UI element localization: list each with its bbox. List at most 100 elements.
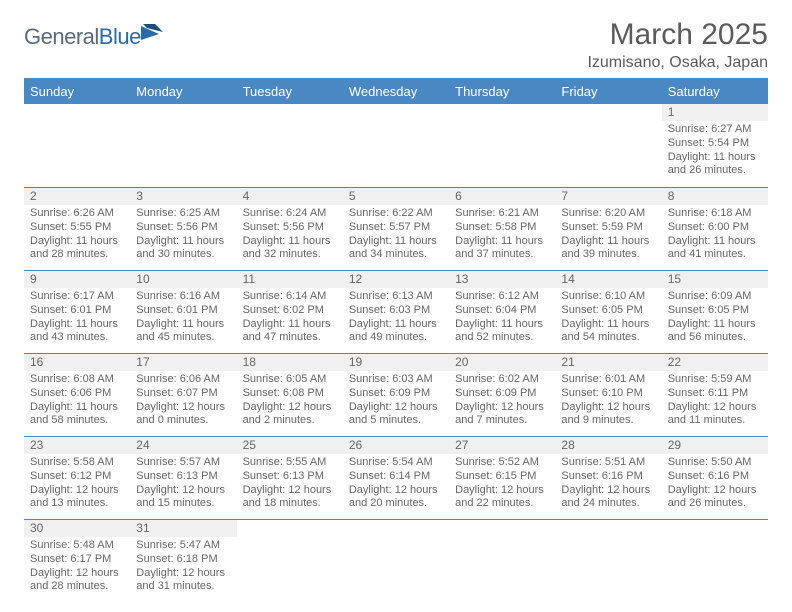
daylight-line: Daylight: 12 hours and 13 minutes. [30, 484, 124, 512]
sunset-line: Sunset: 6:12 PM [30, 470, 124, 484]
day-detail: Sunrise: 5:52 AMSunset: 6:15 PMDaylight:… [449, 454, 555, 511]
day-number: 20 [449, 353, 555, 371]
sunrise-line: Sunrise: 6:10 AM [561, 290, 655, 304]
sunset-line: Sunset: 6:08 PM [243, 387, 337, 401]
day-detail: Sunrise: 5:50 AMSunset: 6:16 PMDaylight:… [662, 454, 768, 511]
weekday-header: Saturday [662, 79, 768, 104]
daylight-line: Daylight: 12 hours and 5 minutes. [349, 401, 443, 429]
page-title: March 2025 [587, 18, 768, 52]
daylight-line: Daylight: 12 hours and 15 minutes. [136, 484, 230, 512]
flag-icon [141, 24, 167, 47]
day-number: 12 [343, 270, 449, 288]
sunset-line: Sunset: 6:03 PM [349, 304, 443, 318]
sunset-line: Sunset: 5:56 PM [243, 221, 337, 235]
day-number: 7 [555, 187, 661, 205]
day-number: 22 [662, 353, 768, 371]
sunset-line: Sunset: 6:02 PM [243, 304, 337, 318]
day-number: 31 [130, 519, 236, 537]
brand-left: General [24, 24, 99, 49]
daylight-line: Daylight: 12 hours and 20 minutes. [349, 484, 443, 512]
day-number: 17 [130, 353, 236, 371]
sunrise-line: Sunrise: 6:24 AM [243, 207, 337, 221]
day-detail: Sunrise: 5:54 AMSunset: 6:14 PMDaylight:… [343, 454, 449, 511]
daylight-line: Daylight: 11 hours and 54 minutes. [561, 318, 655, 346]
calendar-cell [237, 519, 343, 602]
day-detail: Sunrise: 6:17 AMSunset: 6:01 PMDaylight:… [24, 288, 130, 345]
day-number: 23 [24, 436, 130, 454]
calendar-cell: 24Sunrise: 5:57 AMSunset: 6:13 PMDayligh… [130, 436, 236, 519]
daylight-line: Daylight: 12 hours and 2 minutes. [243, 401, 337, 429]
calendar-cell: 10Sunrise: 6:16 AMSunset: 6:01 PMDayligh… [130, 270, 236, 353]
sunrise-line: Sunrise: 6:17 AM [30, 290, 124, 304]
calendar-cell: 29Sunrise: 5:50 AMSunset: 6:16 PMDayligh… [662, 436, 768, 519]
day-number: 28 [555, 436, 661, 454]
sunrise-line: Sunrise: 6:22 AM [349, 207, 443, 221]
day-number: 8 [662, 187, 768, 205]
sunset-line: Sunset: 6:16 PM [668, 470, 762, 484]
calendar-table: Sunday Monday Tuesday Wednesday Thursday… [24, 79, 768, 602]
weekday-header: Monday [130, 79, 236, 104]
daylight-line: Daylight: 11 hours and 26 minutes. [668, 151, 762, 179]
sunset-line: Sunset: 6:00 PM [668, 221, 762, 235]
weekday-header: Friday [555, 79, 661, 104]
day-detail: Sunrise: 6:24 AMSunset: 5:56 PMDaylight:… [237, 205, 343, 262]
calendar-cell: 7Sunrise: 6:20 AMSunset: 5:59 PMDaylight… [555, 187, 661, 270]
sunset-line: Sunset: 6:09 PM [455, 387, 549, 401]
sunrise-line: Sunrise: 6:25 AM [136, 207, 230, 221]
daylight-line: Daylight: 11 hours and 32 minutes. [243, 235, 337, 263]
day-detail: Sunrise: 5:59 AMSunset: 6:11 PMDaylight:… [662, 371, 768, 428]
sunrise-line: Sunrise: 6:12 AM [455, 290, 549, 304]
weekday-header-row: Sunday Monday Tuesday Wednesday Thursday… [24, 79, 768, 104]
sunrise-line: Sunrise: 5:51 AM [561, 456, 655, 470]
day-number: 30 [24, 519, 130, 537]
weekday-header: Thursday [449, 79, 555, 104]
calendar-cell: 26Sunrise: 5:54 AMSunset: 6:14 PMDayligh… [343, 436, 449, 519]
day-detail: Sunrise: 6:20 AMSunset: 5:59 PMDaylight:… [555, 205, 661, 262]
day-detail: Sunrise: 6:25 AMSunset: 5:56 PMDaylight:… [130, 205, 236, 262]
sunset-line: Sunset: 6:10 PM [561, 387, 655, 401]
calendar-cell: 15Sunrise: 6:09 AMSunset: 6:05 PMDayligh… [662, 270, 768, 353]
day-number: 27 [449, 436, 555, 454]
sunrise-line: Sunrise: 6:27 AM [668, 123, 762, 137]
calendar-cell [662, 519, 768, 602]
day-number: 11 [237, 270, 343, 288]
sunset-line: Sunset: 6:11 PM [668, 387, 762, 401]
day-number: 6 [449, 187, 555, 205]
brand-right: Blue [99, 24, 141, 49]
day-number: 3 [130, 187, 236, 205]
calendar-cell [343, 519, 449, 602]
day-detail: Sunrise: 5:48 AMSunset: 6:17 PMDaylight:… [24, 537, 130, 594]
calendar-cell: 18Sunrise: 6:05 AMSunset: 6:08 PMDayligh… [237, 353, 343, 436]
day-detail: Sunrise: 5:51 AMSunset: 6:16 PMDaylight:… [555, 454, 661, 511]
sunrise-line: Sunrise: 6:08 AM [30, 373, 124, 387]
daylight-line: Daylight: 11 hours and 39 minutes. [561, 235, 655, 263]
sunset-line: Sunset: 6:13 PM [243, 470, 337, 484]
day-detail: Sunrise: 6:06 AMSunset: 6:07 PMDaylight:… [130, 371, 236, 428]
calendar-cell [237, 104, 343, 187]
sunset-line: Sunset: 5:59 PM [561, 221, 655, 235]
calendar-cell [130, 104, 236, 187]
daylight-line: Daylight: 12 hours and 31 minutes. [136, 567, 230, 595]
daylight-line: Daylight: 11 hours and 49 minutes. [349, 318, 443, 346]
daylight-line: Daylight: 11 hours and 37 minutes. [455, 235, 549, 263]
calendar-row: 9Sunrise: 6:17 AMSunset: 6:01 PMDaylight… [24, 270, 768, 353]
day-detail: Sunrise: 6:12 AMSunset: 6:04 PMDaylight:… [449, 288, 555, 345]
day-number: 18 [237, 353, 343, 371]
calendar-cell [24, 104, 130, 187]
daylight-line: Daylight: 11 hours and 28 minutes. [30, 235, 124, 263]
calendar-cell [343, 104, 449, 187]
sunrise-line: Sunrise: 6:03 AM [349, 373, 443, 387]
sunset-line: Sunset: 6:15 PM [455, 470, 549, 484]
sunrise-line: Sunrise: 6:13 AM [349, 290, 443, 304]
brand-logo: GeneralBlue [24, 24, 167, 50]
weekday-header: Wednesday [343, 79, 449, 104]
sunrise-line: Sunrise: 6:26 AM [30, 207, 124, 221]
day-detail: Sunrise: 6:08 AMSunset: 6:06 PMDaylight:… [24, 371, 130, 428]
day-detail: Sunrise: 5:55 AMSunset: 6:13 PMDaylight:… [237, 454, 343, 511]
sunrise-line: Sunrise: 5:55 AM [243, 456, 337, 470]
calendar-row: 2Sunrise: 6:26 AMSunset: 5:55 PMDaylight… [24, 187, 768, 270]
calendar-cell: 20Sunrise: 6:02 AMSunset: 6:09 PMDayligh… [449, 353, 555, 436]
day-number: 19 [343, 353, 449, 371]
daylight-line: Daylight: 11 hours and 45 minutes. [136, 318, 230, 346]
sunrise-line: Sunrise: 5:47 AM [136, 539, 230, 553]
